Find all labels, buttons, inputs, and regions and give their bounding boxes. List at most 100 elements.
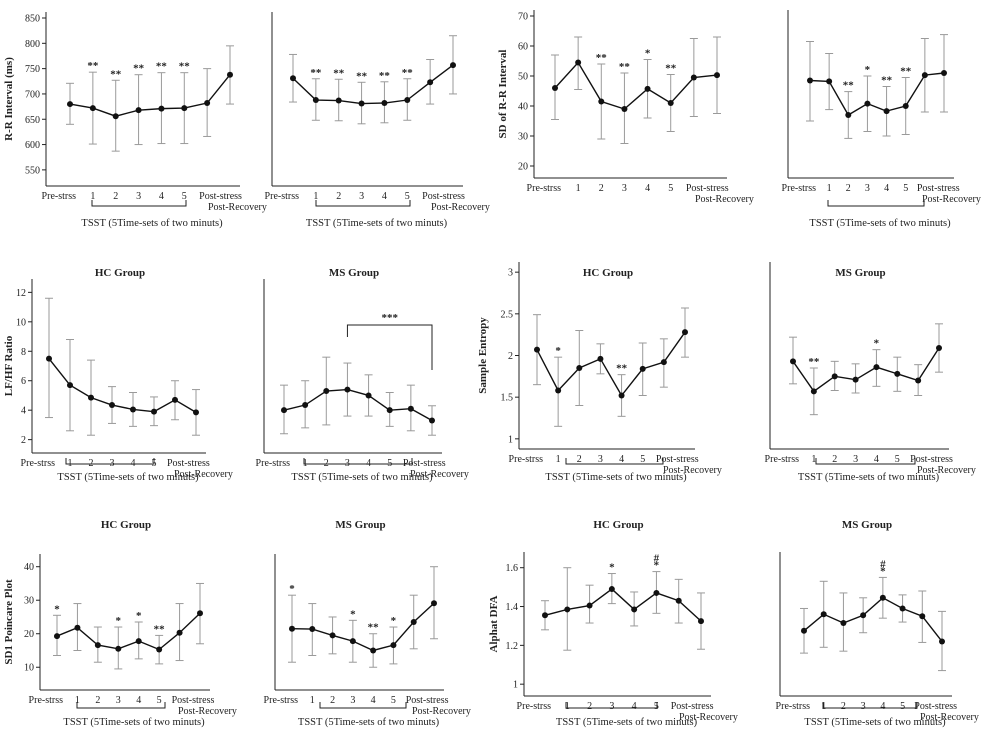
data-point (807, 77, 813, 84)
y-tick-label: 30 (24, 596, 34, 607)
x-tick-label: 4 (884, 183, 889, 194)
data-point (667, 100, 674, 106)
x-tick-label: Pre-strss (256, 458, 291, 469)
data-point (682, 329, 688, 336)
data-point (386, 407, 393, 414)
x-tick-label: Post-Recovery (679, 712, 738, 723)
y-axis-label: SD of R-R Interval (497, 50, 509, 139)
significance-marker: * (289, 583, 295, 595)
x-tick-label: Pre-strss (782, 183, 817, 194)
data-point (329, 632, 336, 639)
x-axis-label: TSST (5Time-sets of two minuts) (306, 218, 448, 229)
y-tick-label: 40 (24, 562, 34, 573)
data-point (429, 417, 435, 424)
significance-marker: * (555, 345, 561, 357)
panel-title: HC Group (101, 519, 151, 531)
x-tick-label: Post-stress (914, 701, 957, 712)
significance-marker: ** (133, 63, 145, 75)
panel-title: MS Group (835, 267, 885, 279)
data-point (864, 100, 871, 107)
x-tick-label: 1 (827, 183, 832, 194)
data-point (431, 600, 437, 607)
data-point (698, 618, 704, 625)
significance-marker: * (874, 338, 880, 350)
chart-panel-4: *******Pre-strss 1 2 3 4 5 Post-stressPost-Rec… (782, 10, 981, 229)
y-tick-label: 1.6 (506, 563, 519, 574)
y-tick-label: 20 (518, 162, 528, 173)
data-point (552, 85, 558, 91)
x-tick-label: Post-Recovery (174, 469, 233, 480)
x-tick-label: Post-stress (671, 701, 714, 712)
x-tick-label: Pre-strss (21, 458, 56, 469)
x-axis-label: TSST (5Time-sets of two minuts) (63, 717, 205, 728)
series-line (792, 347, 940, 393)
x-tick-label: Post-stress (656, 454, 699, 465)
data-point (365, 392, 372, 399)
x-tick-label: 3 (622, 183, 627, 194)
data-point (67, 101, 73, 108)
data-point (151, 408, 157, 415)
x-tick-label: 4 (136, 695, 141, 706)
x-tick-label: 5 (640, 454, 645, 465)
series-line (554, 61, 718, 110)
y-tick-label: 10 (16, 317, 26, 328)
x-tick-label: 1 (90, 191, 95, 202)
y-tick-label: 2 (508, 351, 513, 362)
data-point (852, 376, 859, 383)
x-tick-label: 1 (313, 191, 318, 202)
data-point (714, 72, 720, 79)
x-tick-label: Pre-strss (517, 701, 552, 712)
panel-title: HC Group (583, 267, 633, 279)
x-tick-label: Post-stress (910, 454, 953, 465)
y-tick-label: 2.5 (501, 309, 514, 320)
series-line (291, 602, 435, 652)
y-tick-label: 800 (25, 39, 40, 50)
x-tick-label: Post-Recovery (178, 706, 237, 717)
data-point (586, 602, 593, 609)
y-axis-label: SD1 Poincare Plot (3, 579, 15, 665)
data-point (407, 405, 414, 412)
x-tick-label: Post-Recovery (431, 202, 490, 213)
data-point (450, 62, 456, 69)
data-point (598, 98, 605, 105)
data-point (810, 388, 817, 395)
data-point (618, 392, 625, 399)
data-point (831, 373, 838, 380)
x-axis-label: TSST (5Time-sets of two minuts) (291, 472, 433, 483)
significance-marker: * (880, 565, 886, 577)
data-point (845, 112, 852, 118)
significance-marker: ** (356, 70, 368, 82)
data-point (176, 629, 183, 636)
x-tick-label: 2 (846, 183, 851, 194)
x-tick-label: 2 (587, 701, 592, 712)
x-tick-label: Post-stress (403, 458, 446, 469)
chart-panel-8: MS Group***Pre-strss 1 2 3 4 5 Post-stressPost… (765, 262, 976, 483)
significance-marker: ** (881, 75, 893, 87)
x-tick-label: 5 (182, 191, 187, 202)
data-point (130, 406, 136, 413)
data-point (879, 594, 886, 601)
significance-marker: * (609, 562, 615, 574)
significance-marker: ** (379, 70, 391, 82)
chart-panel-12: MS Group #* Pre-strss 1 2 3 4 5 Post-stressPost-… (776, 519, 979, 728)
y-tick-label: 4 (21, 406, 26, 417)
x-tick-label: 3 (609, 701, 614, 712)
significance-marker: ** (179, 61, 191, 73)
x-tick-label: 3 (359, 191, 364, 202)
data-point (921, 72, 928, 79)
chart-panel-1: 550 600 650 700 750 800 850 R-R Interval (ms) **… (3, 12, 267, 229)
y-tick-label: 30 (518, 132, 528, 143)
data-point (54, 633, 60, 640)
significance-marker: ** (402, 67, 414, 79)
x-tick-label: Post-stress (167, 458, 210, 469)
series-line (544, 588, 702, 622)
significance-marker: ** (154, 623, 166, 635)
y-tick-label: 12 (16, 288, 26, 299)
x-tick-label: Pre-strss (29, 695, 64, 706)
tsst-bracket (827, 200, 925, 207)
data-point (135, 638, 142, 645)
data-point (135, 107, 142, 114)
